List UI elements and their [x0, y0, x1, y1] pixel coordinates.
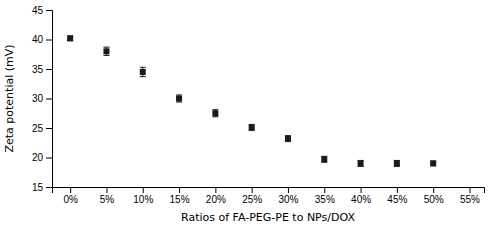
- tick: 25%: [242, 187, 262, 205]
- tick-label: 25: [32, 123, 44, 134]
- point: [140, 69, 146, 75]
- error-bar-cap: [103, 47, 109, 48]
- tick: 30%: [278, 187, 298, 205]
- x-axis: 0% 5% 10% 15% 20% 25% 30% 35% 40% 45% 50% 55%: [53, 187, 485, 205]
- axis-line: [46, 11, 53, 188]
- error-bar: [103, 47, 109, 55]
- point: [249, 124, 255, 130]
- error-bar: [321, 156, 327, 162]
- tick-mark: [46, 40, 52, 41]
- tick-label: 15: [32, 182, 44, 193]
- tick-label: 40%: [351, 194, 371, 205]
- point: [176, 96, 182, 102]
- x-axis-title: Ratios of FA-PEG-PE to NPs/DOX: [181, 211, 355, 224]
- tick-label: 45: [32, 5, 44, 16]
- tick-mark: [106, 187, 107, 193]
- error-bar: [430, 161, 436, 166]
- tick-mark: [179, 187, 180, 193]
- tick-label: 35%: [315, 194, 335, 205]
- error-bar: [285, 136, 291, 142]
- error-bar: [358, 160, 364, 166]
- tick: 30: [32, 93, 52, 104]
- tick: 40%: [351, 187, 371, 205]
- tick-mark: [46, 99, 52, 100]
- tick-mark: [143, 187, 144, 193]
- tick: 45: [32, 5, 52, 16]
- tick-mark: [433, 187, 434, 193]
- error-bar-cap: [103, 55, 109, 56]
- axis-line: [53, 188, 485, 194]
- tick: 35%: [315, 187, 335, 205]
- tick-label: 10%: [133, 194, 153, 205]
- tick-mark: [252, 187, 253, 193]
- chart: 0% 5% 10% 15% 20% 25% 30% 35% 40% 45% 50% 55% 15 20 25…: [0, 0, 500, 229]
- tick: 15%: [170, 187, 190, 205]
- tick: 10%: [133, 187, 153, 205]
- tick-label: 40: [32, 34, 44, 45]
- tick-label: 55%: [460, 194, 480, 205]
- error-bar-cap: [212, 116, 218, 117]
- error-bar-cap: [176, 102, 182, 103]
- error-bar: [249, 124, 255, 130]
- error-bar: [212, 110, 218, 117]
- point: [285, 136, 291, 142]
- error-bar: [394, 160, 400, 166]
- point: [103, 48, 109, 54]
- tick-mark: [70, 187, 71, 193]
- tick: 50%: [424, 187, 444, 205]
- error-bar-cap: [140, 67, 146, 68]
- tick: 0%: [63, 187, 78, 205]
- tick-label: 50%: [424, 194, 444, 205]
- tick: 40: [32, 34, 52, 45]
- tick-label: 5%: [100, 194, 115, 205]
- tick: 5%: [100, 187, 115, 205]
- tick-mark: [361, 187, 362, 193]
- tick: 35: [32, 64, 52, 75]
- tick: 45%: [387, 187, 407, 205]
- tick-mark: [288, 187, 289, 193]
- tick-mark: [324, 187, 325, 193]
- tick-label: 30%: [278, 194, 298, 205]
- error-bar: [67, 36, 73, 41]
- point: [67, 35, 73, 41]
- tick-mark: [46, 10, 52, 11]
- tick-mark: [46, 69, 52, 70]
- tick-label: 20: [32, 152, 44, 163]
- error-bar: [176, 95, 182, 102]
- tick: 20%: [206, 187, 226, 205]
- tick-mark: [469, 187, 470, 193]
- plot: 0% 5% 10% 15% 20% 25% 30% 35% 40% 45% 50% 55% 15 20 25…: [32, 5, 485, 205]
- tick-label: 20%: [206, 194, 226, 205]
- point: [212, 110, 218, 116]
- error-bar: [140, 67, 146, 76]
- error-bar-cap: [176, 94, 182, 95]
- tick-mark: [46, 158, 52, 159]
- tick-mark: [46, 128, 52, 129]
- tick-label: 0%: [63, 194, 78, 205]
- y-axis-title: Zeta potential (mV): [3, 44, 16, 152]
- point: [321, 156, 327, 162]
- point: [358, 160, 364, 166]
- y-axis: 15 20 25 30 35 40 45: [32, 5, 53, 193]
- point: [430, 160, 436, 166]
- tick: 20: [32, 152, 52, 163]
- tick-mark: [46, 187, 52, 188]
- tick-mark: [397, 187, 398, 193]
- error-bar-cap: [140, 76, 146, 77]
- tick-label: 25%: [242, 194, 262, 205]
- marks: [67, 35, 436, 166]
- tick-label: 45%: [387, 194, 407, 205]
- tick-label: 15%: [170, 194, 190, 205]
- tick: 25: [32, 123, 52, 134]
- tick-label: 35: [32, 64, 44, 75]
- error-bar-cap: [212, 109, 218, 110]
- tick-mark: [215, 187, 216, 193]
- tick-label: 30: [32, 93, 44, 104]
- tick: 55%: [460, 187, 480, 205]
- point: [394, 160, 400, 166]
- tick: 15: [32, 182, 52, 193]
